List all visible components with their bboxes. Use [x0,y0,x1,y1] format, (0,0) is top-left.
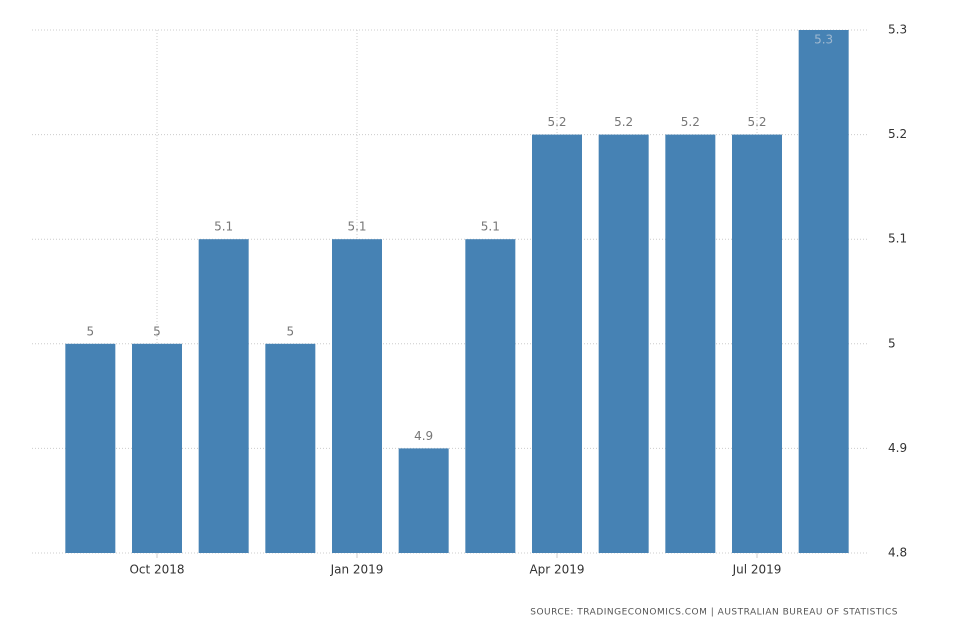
y-tick-label: 4.9 [888,441,907,455]
y-tick-label: 5.2 [888,127,907,141]
value-label: 5 [153,324,161,338]
x-tick-label: Jul 2019 [732,563,782,577]
value-label: 5 [87,324,95,338]
value-label: 5.2 [614,115,633,129]
value-label: 5.1 [481,220,500,234]
value-label: 5.1 [347,220,366,234]
bar [65,343,116,553]
bar [532,134,582,553]
value-label: 5.2 [547,115,566,129]
y-tick-label: 5.1 [888,232,907,246]
x-tick-label: Oct 2018 [129,563,184,577]
bar [198,239,249,553]
value-label: 5.1 [214,220,233,234]
bar [665,134,716,553]
bar [398,448,449,553]
bar [798,30,849,553]
x-tick-label: Apr 2019 [529,563,584,577]
value-label: 5.2 [747,115,766,129]
x-tick-label: Jan 2019 [330,563,384,577]
bar [465,239,516,553]
bar [732,134,782,553]
value-label: 4.9 [414,429,433,443]
bar [132,343,182,553]
value-label: 5.2 [681,115,700,129]
y-tick-label: 5.3 [888,23,907,37]
y-tick-label: 5 [888,336,896,350]
bar [598,134,649,553]
value-label: 5 [287,324,295,338]
value-label: 5.3 [814,33,833,47]
bar [265,343,316,553]
y-tick-label: 4.8 [888,546,907,560]
bar [332,239,382,553]
source-note: SOURCE: TRADINGECONOMICS.COM | AUSTRALIA… [530,608,898,618]
